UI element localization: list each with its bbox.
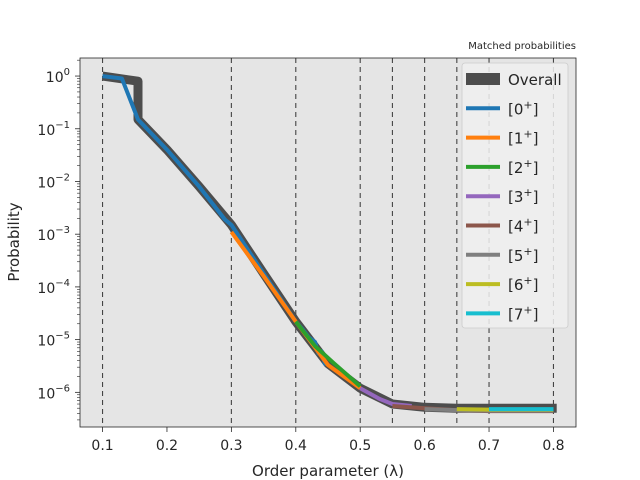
- y-tick-label: 10−5: [37, 331, 70, 350]
- chart-title: Matched probabilities: [468, 41, 576, 52]
- legend-label-6: [5+]: [508, 245, 538, 265]
- series-line-3: [294, 320, 362, 388]
- legend-label-2: [1+]: [508, 128, 538, 148]
- legend-label-3: [2+]: [508, 157, 538, 177]
- y-axis: 10−6 10−5 10−4 10−3 10−2 10−1 100: [37, 59, 80, 421]
- x-tick-label: 0.8: [542, 438, 564, 454]
- series-layer: [101, 71, 557, 414]
- x-tick-label: 0.3: [220, 438, 242, 454]
- y-tick-label: 10−3: [37, 225, 70, 244]
- y-tick-label: 10−1: [37, 120, 70, 139]
- x-tick-label: 0.4: [285, 438, 307, 454]
- x-tick-label: 0.5: [349, 438, 371, 454]
- x-axis: 0.1 0.2 0.3 0.4 0.5 0.6 0.7 0.8: [91, 427, 565, 454]
- legend-items: Overall [0+] [1+] [2+] [3+] [4+] [5+] [6+] [7+]: [466, 71, 562, 323]
- x-tick-label: 0.1: [91, 438, 113, 454]
- y-axis-label: Probability: [5, 202, 23, 281]
- x-tick-label: 0.7: [478, 438, 500, 454]
- y-tick-label: 10−6: [37, 383, 70, 402]
- legend-label-1: [0+]: [508, 98, 538, 118]
- y-tick-label: 10−2: [37, 172, 70, 191]
- x-tick-label: 0.6: [413, 438, 435, 454]
- legend: Overall [0+] [1+] [2+] [3+] [4+] [5+] [6+] [7+]: [461, 62, 569, 329]
- legend-label-0: Overall: [508, 71, 562, 89]
- y-tick-label: 10−4: [37, 278, 70, 297]
- legend-label-7: [6+]: [508, 274, 538, 294]
- legend-label-5: [4+]: [508, 216, 538, 236]
- legend-box: [461, 62, 569, 329]
- legend-label-4: [3+]: [508, 186, 538, 206]
- x-tick-label: 0.2: [156, 438, 178, 454]
- y-tick-label: 100: [46, 67, 70, 86]
- legend-label-8: [7+]: [508, 303, 538, 323]
- x-axis-label: Order parameter (λ): [252, 462, 404, 480]
